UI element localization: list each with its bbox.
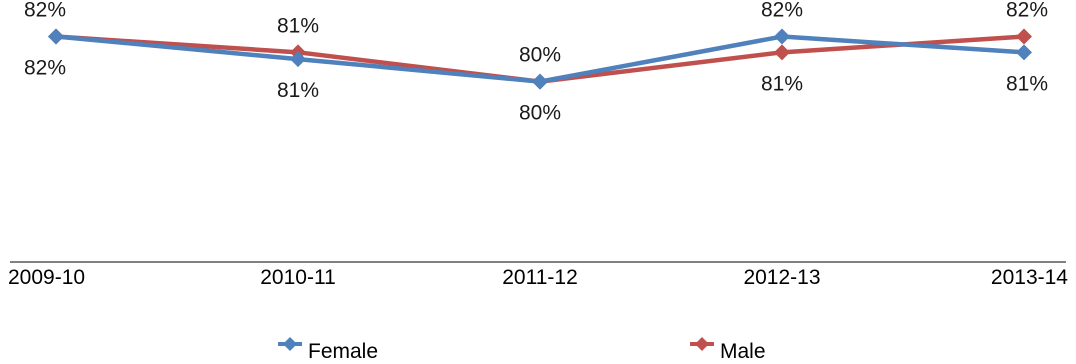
female-data-point	[1016, 44, 1032, 61]
female-data-point	[774, 28, 790, 45]
female-data-label: 81%	[1006, 72, 1048, 95]
female-data-label: 82%	[24, 57, 66, 80]
female-legend-marker	[283, 337, 297, 351]
male-legend-marker	[695, 337, 709, 351]
male-data-label: 81%	[277, 14, 319, 37]
male-data-label: 80%	[519, 44, 561, 67]
female-data-label: 82%	[761, 0, 803, 22]
male-data-label: 82%	[24, 0, 66, 22]
x-tick-label: 2011-12	[502, 266, 578, 289]
male-data-label: 82%	[1006, 0, 1048, 22]
male-legend-label: Male	[720, 340, 766, 363]
female-data-point	[290, 51, 306, 68]
female-data-point	[48, 28, 64, 45]
x-tick-label: 2010-11	[260, 266, 336, 289]
male-data-label: 81%	[761, 72, 803, 95]
male-data-point	[774, 44, 790, 61]
x-tick-label: 2009-10	[8, 266, 85, 289]
female-legend-label: Female	[308, 340, 378, 363]
legend: Female Male	[278, 337, 766, 363]
female-data-label: 81%	[277, 79, 319, 102]
female-data-point	[532, 73, 548, 90]
male-data-point	[1016, 28, 1032, 45]
female-data-label: 80%	[519, 102, 561, 125]
x-tick-label: 2012-13	[743, 266, 820, 289]
x-tick-label: 2013-14	[991, 266, 1068, 289]
